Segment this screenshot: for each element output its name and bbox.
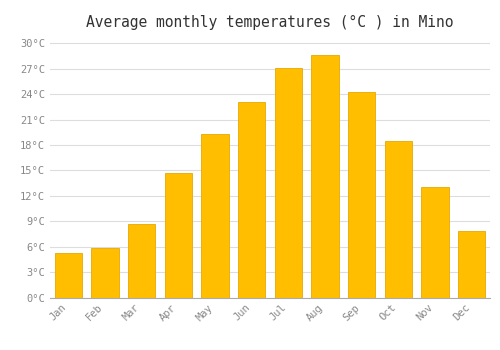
Bar <box>54 253 82 298</box>
Bar <box>91 247 119 298</box>
Bar <box>458 231 485 298</box>
Bar <box>384 141 412 298</box>
Bar <box>348 92 376 298</box>
Bar <box>128 224 156 298</box>
Title: Average monthly temperatures (°C ) in Mino: Average monthly temperatures (°C ) in Mi… <box>86 15 454 30</box>
Bar <box>274 68 302 298</box>
Bar <box>201 134 229 298</box>
Bar <box>164 173 192 298</box>
Bar <box>238 102 266 298</box>
Bar <box>421 187 448 298</box>
Bar <box>311 55 339 298</box>
